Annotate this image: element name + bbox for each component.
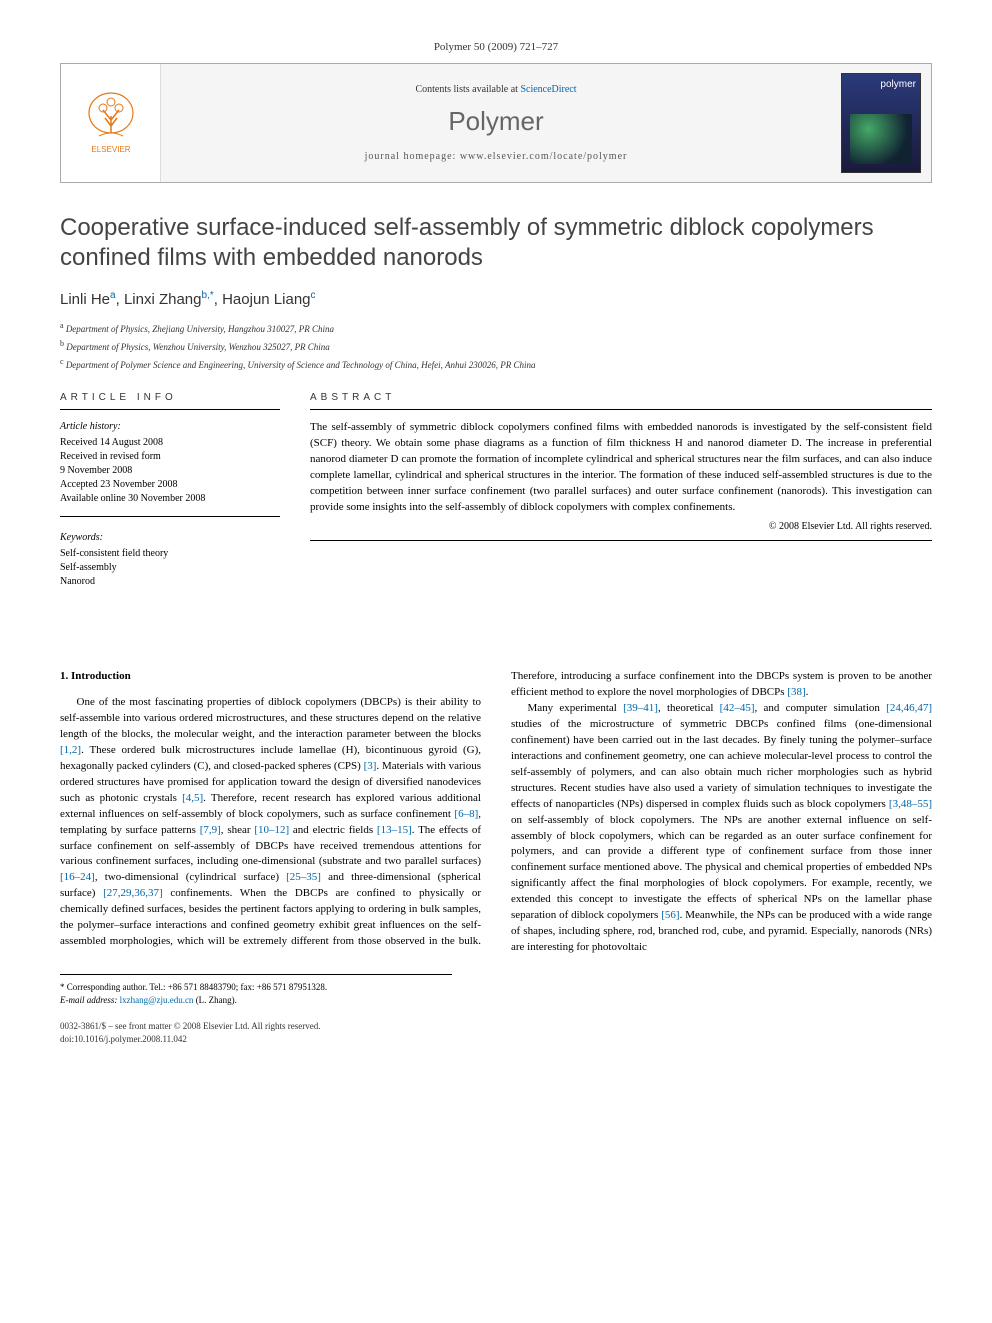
ref-link[interactable]: [39–41] <box>623 702 658 714</box>
ref-link[interactable]: [6–8] <box>454 808 478 820</box>
author-1: Linli He <box>60 291 110 308</box>
elsevier-tree-icon: ELSEVIER <box>81 88 141 158</box>
ref-link[interactable]: [7,9] <box>200 824 221 836</box>
issn-line: 0032-3861/$ – see front matter © 2008 El… <box>60 1020 932 1033</box>
author-3: Haojun Liang <box>222 291 310 308</box>
journal-cover-thumb: polymer <box>841 73 921 173</box>
author-list: Linli Hea, Linxi Zhangb,*, Haojun Liangc <box>60 289 932 310</box>
history-head: Article history: <box>60 420 280 434</box>
author-2-corr: * <box>210 290 214 301</box>
corr-author-note: * Corresponding author. Tel.: +86 571 88… <box>60 981 452 994</box>
ref-link[interactable]: [42–45] <box>720 702 755 714</box>
article-title: Cooperative surface-induced self-assembl… <box>60 213 932 273</box>
abstract-copyright: © 2008 Elsevier Ltd. All rights reserved… <box>310 520 932 534</box>
affiliation-b: Department of Physics, Wenzhou Universit… <box>66 342 330 352</box>
affiliations: a Department of Physics, Zhejiang Univer… <box>60 320 932 371</box>
homepage-url[interactable]: www.elsevier.com/locate/polymer <box>460 151 628 162</box>
affiliation-a: Department of Physics, Zhejiang Universi… <box>66 324 334 334</box>
journal-homepage: journal homepage: www.elsevier.com/locat… <box>365 150 628 164</box>
publisher-logo-area: ELSEVIER <box>61 64 161 182</box>
ref-link[interactable]: [56] <box>661 909 679 921</box>
ref-link[interactable]: [24,46,47] <box>886 702 932 714</box>
abstract-head: ABSTRACT <box>310 391 932 410</box>
article-info-head: ARTICLE INFO <box>60 391 280 410</box>
ref-link[interactable]: [16–24] <box>60 871 95 883</box>
ref-link[interactable]: [25–35] <box>286 871 321 883</box>
email-label: E-mail address: <box>60 995 117 1005</box>
history-accepted: Accepted 23 November 2008 <box>60 478 280 492</box>
ref-link[interactable]: [27,29,36,37] <box>103 887 163 899</box>
affiliation-c: Department of Polymer Science and Engine… <box>66 360 536 370</box>
ref-link[interactable]: [4,5] <box>182 792 203 804</box>
section-1-head: 1. Introduction <box>60 669 481 685</box>
author-1-aff: a <box>110 290 116 301</box>
ref-link[interactable]: [38] <box>787 686 805 698</box>
sciencedirect-link[interactable]: ScienceDirect <box>520 84 576 95</box>
cover-title: polymer <box>880 78 916 92</box>
author-2: Linxi Zhang <box>124 291 202 308</box>
svg-text:ELSEVIER: ELSEVIER <box>91 145 130 154</box>
footer-meta: 0032-3861/$ – see front matter © 2008 El… <box>60 1020 932 1045</box>
keywords-head: Keywords: <box>60 531 280 545</box>
ref-link[interactable]: [3,48–55] <box>889 798 932 810</box>
corresponding-footnote: * Corresponding author. Tel.: +86 571 88… <box>60 974 452 1006</box>
ref-link[interactable]: [13–15] <box>377 824 412 836</box>
running-header: Polymer 50 (2009) 721–727 <box>60 40 932 55</box>
article-info-block: ARTICLE INFO Article history: Received 1… <box>60 391 280 589</box>
abstract-text: The self-assembly of symmetric diblock c… <box>310 420 932 516</box>
paragraph-2: Many experimental [39–41], theoretical [… <box>511 701 932 956</box>
contents-available: Contents lists available at ScienceDirec… <box>415 83 576 97</box>
history-online: Available online 30 November 2008 <box>60 492 280 506</box>
history-revised-1: Received in revised form <box>60 450 280 464</box>
keyword-3: Nanorod <box>60 575 280 589</box>
author-2-aff: b, <box>202 290 210 301</box>
ref-link[interactable]: [3] <box>364 760 377 772</box>
masthead: ELSEVIER Contents lists available at Sci… <box>60 63 932 183</box>
contents-prefix: Contents lists available at <box>415 84 520 95</box>
abstract-block: ABSTRACT The self-assembly of symmetric … <box>310 391 932 589</box>
cover-image-icon <box>850 114 912 164</box>
cover-area: polymer <box>831 64 931 182</box>
doi-line: doi:10.1016/j.polymer.2008.11.042 <box>60 1033 932 1046</box>
corr-email-link[interactable]: lxzhang@zju.edu.cn <box>120 995 194 1005</box>
homepage-prefix: journal homepage: <box>365 151 460 162</box>
ref-link[interactable]: [10–12] <box>254 824 289 836</box>
keyword-1: Self-consistent field theory <box>60 547 280 561</box>
ref-link[interactable]: [1,2] <box>60 744 81 756</box>
email-suffix: (L. Zhang). <box>193 995 236 1005</box>
history-received: Received 14 August 2008 <box>60 436 280 450</box>
history-revised-2: 9 November 2008 <box>60 464 280 478</box>
body-columns: 1. Introduction One of the most fascinat… <box>60 669 932 956</box>
author-3-aff: c <box>311 290 316 301</box>
journal-name: Polymer <box>448 103 543 139</box>
keyword-2: Self-assembly <box>60 561 280 575</box>
